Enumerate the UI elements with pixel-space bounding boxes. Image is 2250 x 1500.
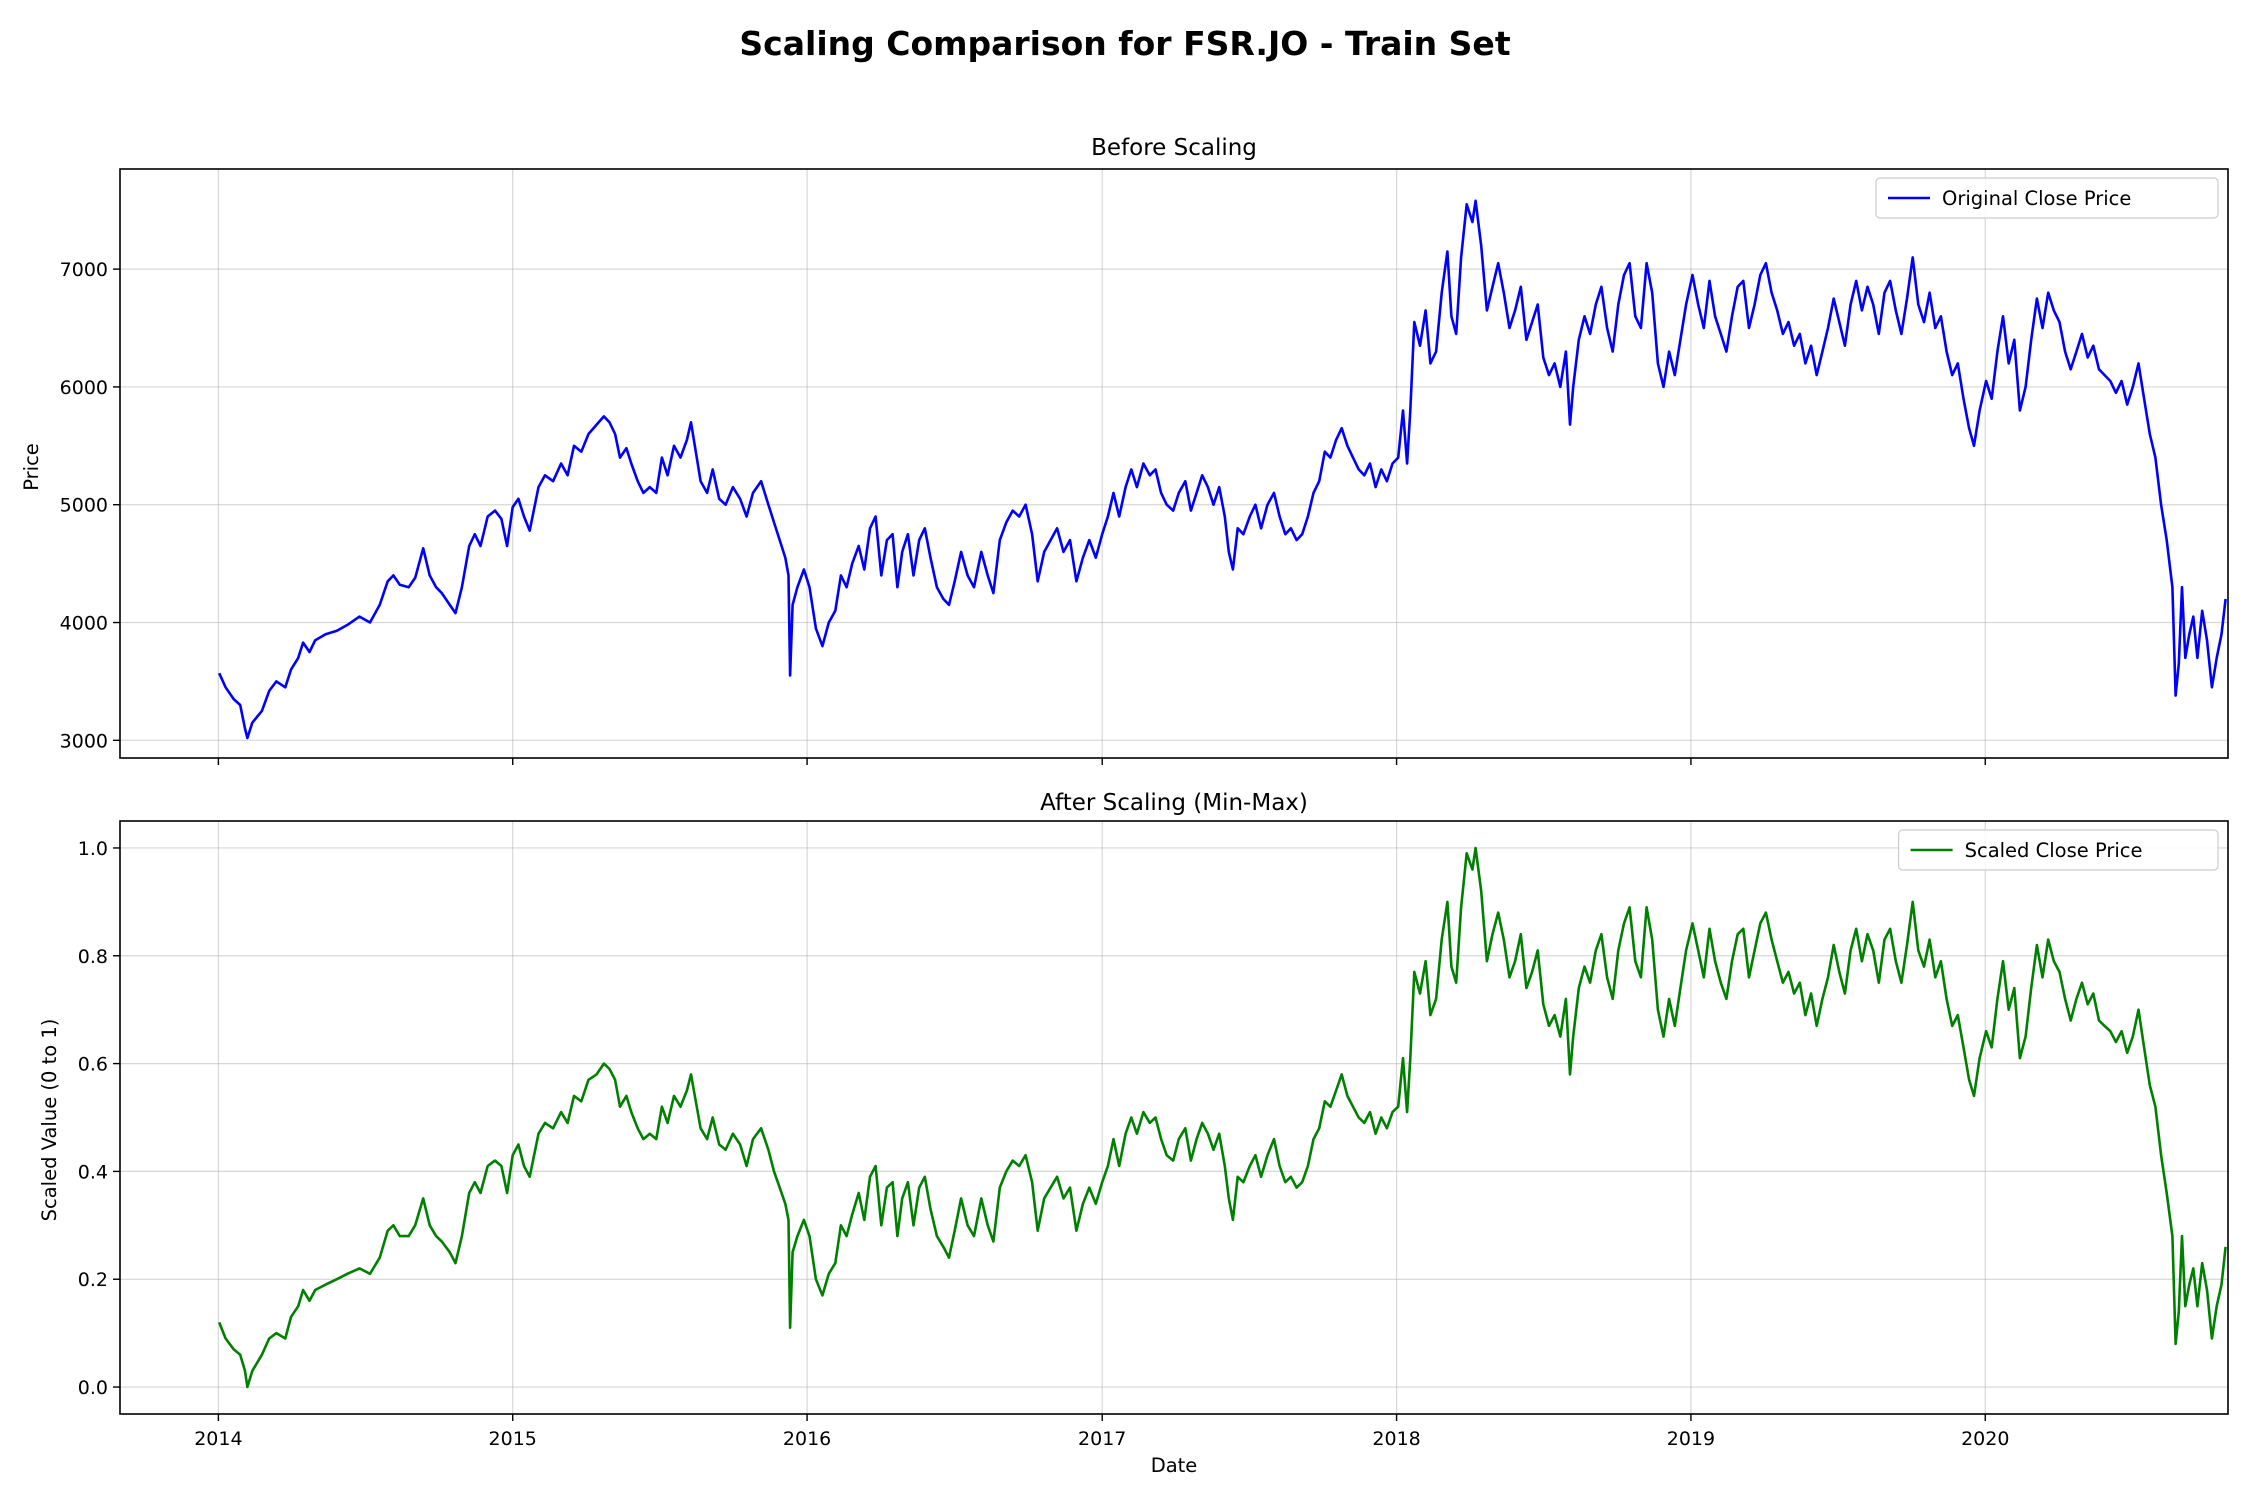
x-tick-label: 2019 <box>1667 1428 1715 1450</box>
y-tick-label: 0.8 <box>78 946 108 968</box>
axes-frame-after <box>119 820 2229 1415</box>
legend-label: Original Close Price <box>1942 187 2131 210</box>
y-axis-label-after: Scaled Value (0 to 1) <box>38 1019 61 1222</box>
legend-after: Scaled Close Price <box>1897 829 2219 871</box>
series-before <box>218 199 2227 740</box>
figure-title: Scaling Comparison for FSR.JO - Train Se… <box>739 24 1510 63</box>
y-tick-label: 4000 <box>60 613 108 635</box>
series-line-after <box>217 846 2227 1389</box>
x-ticks-before <box>217 758 1986 765</box>
series-after <box>217 846 2227 1389</box>
axes-frame-before <box>119 168 2229 759</box>
legend-before: Original Close Price <box>1875 177 2219 219</box>
y-tick-label: 1.0 <box>78 838 108 860</box>
y-axis-label-before: Price <box>20 443 43 491</box>
x-tick-label: 2015 <box>489 1428 537 1450</box>
y-tick-label: 6000 <box>60 377 108 399</box>
panel-after-scaling: After Scaling (Min-Max) 0.0 0.2 0.4 0.6 0.8 1… <box>38 790 2229 1477</box>
x-tick-label: 2014 <box>194 1428 242 1450</box>
x-axis-label: Date <box>1151 1454 1198 1477</box>
y-tick-label: 7000 <box>60 259 108 281</box>
y-ticks-after: 0.0 0.2 0.4 0.6 0.8 1.0 <box>78 838 120 1399</box>
x-tick-label: 2020 <box>1961 1428 2009 1450</box>
grid-after <box>120 821 2228 1414</box>
x-tick-label: 2017 <box>1078 1428 1126 1450</box>
y-tick-label: 0.2 <box>78 1269 108 1291</box>
legend-box <box>1875 177 2219 219</box>
series-line-before <box>218 199 2227 740</box>
panel-title-after: After Scaling (Min-Max) <box>1040 790 1308 816</box>
y-tick-label: 0.6 <box>78 1054 108 1076</box>
y-ticks-before: 3000 4000 5000 6000 7000 <box>60 259 120 752</box>
panel-title-before: Before Scaling <box>1091 135 1257 161</box>
x-tick-label: 2018 <box>1372 1428 1420 1450</box>
y-tick-label: 3000 <box>60 730 108 752</box>
y-tick-label: 5000 <box>60 495 108 517</box>
x-tick-label: 2016 <box>783 1428 831 1450</box>
x-ticks-after: 2014 2015 2016 2017 2018 2019 2020 <box>194 1414 2009 1450</box>
y-tick-label: 0.4 <box>78 1161 108 1183</box>
legend-label: Scaled Close Price <box>1965 839 2143 862</box>
panel-before-scaling: Before Scaling 3000 4000 5000 6000 7000 Pric… <box>20 135 2229 765</box>
legend-box <box>1897 829 2219 871</box>
y-tick-label: 0.0 <box>78 1377 108 1399</box>
